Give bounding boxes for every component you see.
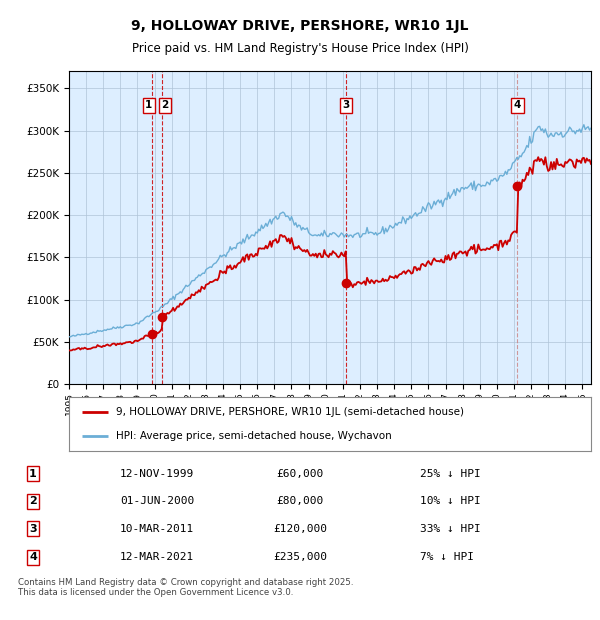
Text: £235,000: £235,000 xyxy=(273,552,327,562)
Text: 2: 2 xyxy=(29,496,37,507)
Text: 3: 3 xyxy=(343,100,350,110)
Text: 4: 4 xyxy=(514,100,521,110)
Text: 4: 4 xyxy=(29,552,37,562)
Text: 1: 1 xyxy=(145,100,152,110)
Text: 9, HOLLOWAY DRIVE, PERSHORE, WR10 1JL: 9, HOLLOWAY DRIVE, PERSHORE, WR10 1JL xyxy=(131,19,469,33)
Text: £80,000: £80,000 xyxy=(277,496,323,507)
Text: 7% ↓ HPI: 7% ↓ HPI xyxy=(420,552,474,562)
Text: 10% ↓ HPI: 10% ↓ HPI xyxy=(420,496,481,507)
Text: Price paid vs. HM Land Registry's House Price Index (HPI): Price paid vs. HM Land Registry's House … xyxy=(131,42,469,55)
Text: Contains HM Land Registry data © Crown copyright and database right 2025.
This d: Contains HM Land Registry data © Crown c… xyxy=(18,578,353,597)
Text: £60,000: £60,000 xyxy=(277,469,323,479)
Text: 12-MAR-2021: 12-MAR-2021 xyxy=(120,552,194,562)
Text: HPI: Average price, semi-detached house, Wychavon: HPI: Average price, semi-detached house,… xyxy=(116,431,392,441)
Text: 2: 2 xyxy=(161,100,169,110)
Text: £120,000: £120,000 xyxy=(273,524,327,534)
Text: 12-NOV-1999: 12-NOV-1999 xyxy=(120,469,194,479)
Text: 1: 1 xyxy=(29,469,37,479)
Text: 25% ↓ HPI: 25% ↓ HPI xyxy=(420,469,481,479)
Text: 9, HOLLOWAY DRIVE, PERSHORE, WR10 1JL (semi-detached house): 9, HOLLOWAY DRIVE, PERSHORE, WR10 1JL (s… xyxy=(116,407,464,417)
Text: 01-JUN-2000: 01-JUN-2000 xyxy=(120,496,194,507)
Text: 33% ↓ HPI: 33% ↓ HPI xyxy=(420,524,481,534)
Text: 3: 3 xyxy=(29,524,37,534)
Text: 10-MAR-2011: 10-MAR-2011 xyxy=(120,524,194,534)
